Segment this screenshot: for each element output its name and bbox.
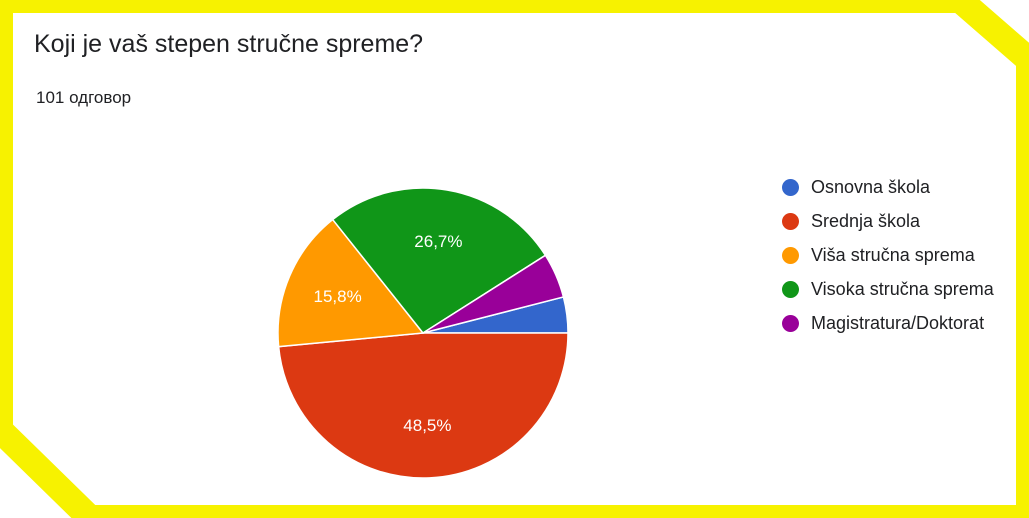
legend-swatch <box>782 212 799 230</box>
slice-label: 48,5% <box>403 416 451 435</box>
slice-label: 26,7% <box>414 232 462 251</box>
pie-slice[interactable] <box>422 254 565 334</box>
chart-legend: Osnovna škola Srednja škola Viša stručna… <box>782 170 994 340</box>
legend-swatch <box>782 178 799 196</box>
legend-label: Visoka stručna sprema <box>811 278 994 299</box>
response-count: 101 одговор <box>36 88 132 107</box>
legend-item[interactable]: Viša stručna sprema <box>782 238 994 272</box>
pie-slice[interactable] <box>277 218 425 348</box>
legend-item[interactable]: Visoka stručna sprema <box>782 272 994 306</box>
legend-label: Srednja škola <box>811 210 921 231</box>
legend-swatch <box>782 246 799 264</box>
pie-slice[interactable] <box>331 187 547 334</box>
legend-swatch <box>782 280 799 298</box>
chart-title: Koji je vaš stepen stručne spreme? <box>34 30 424 58</box>
legend-item[interactable]: Magistratura/Doktorat <box>782 306 994 340</box>
legend-item[interactable]: Srednja škola <box>782 204 994 238</box>
legend-item[interactable]: Osnovna škola <box>782 170 994 204</box>
pie-slice[interactable] <box>277 332 569 479</box>
legend-swatch <box>782 314 799 332</box>
legend-label: Osnovna škola <box>811 176 931 197</box>
legend-label: Viša stručna sprema <box>811 244 975 265</box>
slice-label: 15,8% <box>313 287 361 306</box>
legend-label: Magistratura/Doktorat <box>811 312 985 333</box>
